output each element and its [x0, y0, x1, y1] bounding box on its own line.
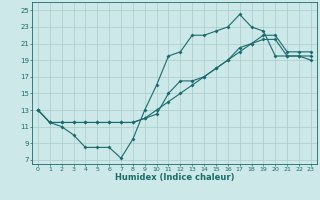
X-axis label: Humidex (Indice chaleur): Humidex (Indice chaleur) — [115, 173, 234, 182]
